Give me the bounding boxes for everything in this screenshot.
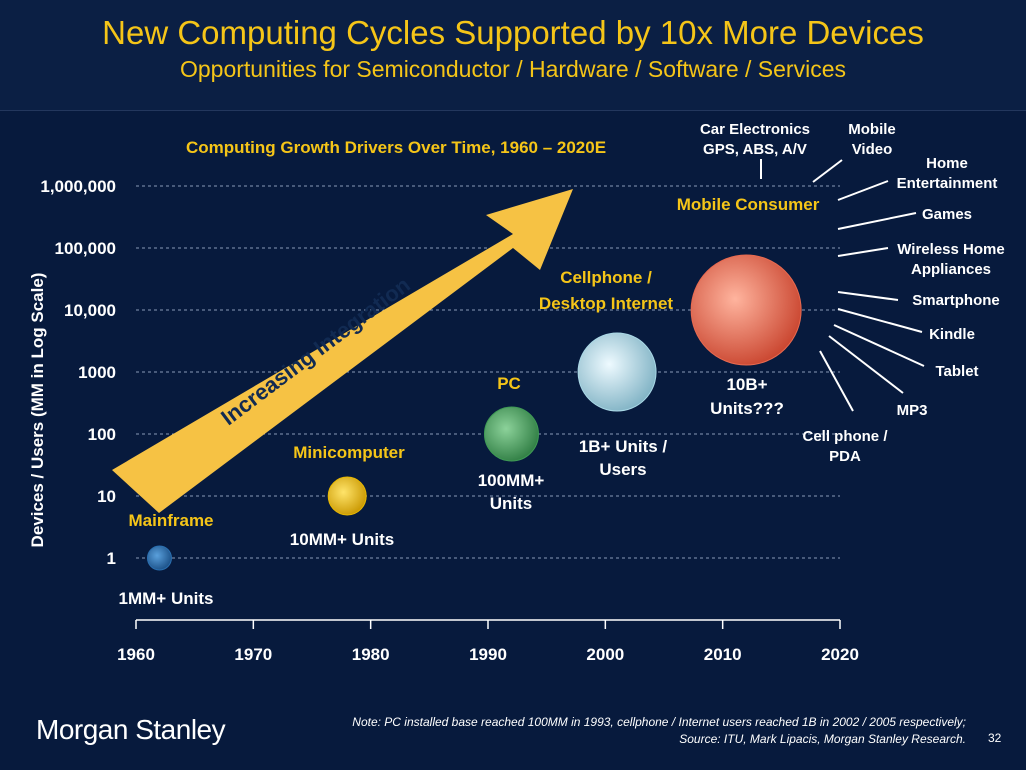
increasing-integration-arrow: Increasing Integration (112, 189, 573, 513)
device-car-line2: GPS, ABS, A/V (703, 141, 807, 158)
morgan-stanley-logo: Morgan Stanley (36, 714, 226, 745)
y-tick-label: 10 (97, 487, 116, 506)
device-tablet: Tablet (935, 363, 978, 380)
callout-line-cellpda (819, 350, 854, 412)
callout-line-video (812, 159, 843, 183)
bubble-minicomputer (327, 476, 367, 516)
units-pc-line2: Units (490, 494, 533, 513)
device-video-line2: Video (852, 141, 893, 158)
units-mainframe: 1MM+ Units (119, 589, 214, 608)
device-car-line1: Car Electronics (700, 121, 810, 138)
units-mobile-line2: Units??? (710, 399, 784, 418)
device-smartphone: Smartphone (912, 292, 1000, 309)
x-tick-label: 2000 (586, 645, 624, 664)
device-wireless-line2: Appliances (911, 261, 991, 278)
units-mini: 10MM+ Units (290, 530, 394, 549)
slide-subtitle: Opportunities for Semiconductor / Hardwa… (179, 56, 846, 82)
callout-line-wireless (837, 247, 889, 257)
device-wireless-line1: Wireless Home (897, 241, 1004, 258)
units-pc-line1: 100MM+ (478, 471, 545, 490)
device-home-line2: Entertainment (897, 175, 998, 192)
label-cellphone-line2: Desktop Internet (539, 294, 673, 313)
footer-note-line2: Source: ITU, Mark Lipacis, Morgan Stanle… (679, 732, 966, 746)
bubble-pc (483, 406, 539, 462)
page-number: 32 (988, 731, 1002, 745)
slide-title: New Computing Cycles Supported by 10x Mo… (102, 14, 924, 51)
device-kindle: Kindle (929, 326, 975, 343)
callout-lines (760, 159, 925, 412)
callout-line-smartphone (837, 291, 899, 301)
footer-note-line1: Note: PC installed base reached 100MM in… (352, 715, 966, 729)
x-axis-ticks: 1960 1970 1980 1990 2000 2010 2020 (117, 620, 859, 664)
callout-line-kindle (837, 308, 923, 333)
label-mainframe: Mainframe (128, 511, 213, 530)
arrow-shape (112, 189, 573, 513)
x-tick-label: 1970 (234, 645, 272, 664)
device-cellpda-line2: PDA (829, 448, 861, 465)
y-tick-label: 1,000,000 (40, 177, 116, 196)
device-games: Games (922, 206, 972, 223)
y-tick-label: 1000 (78, 363, 116, 382)
callout-line-mp3 (828, 335, 904, 394)
y-axis-label: Devices / Users (MM in Log Scale) (28, 273, 47, 548)
label-pc: PC (497, 374, 521, 393)
device-mp3: MP3 (897, 402, 928, 419)
y-tick-label: 10,000 (64, 301, 116, 320)
y-tick-label: 100,000 (55, 239, 116, 258)
bubble-mobile-consumer (690, 254, 802, 366)
chart-title: Computing Growth Drivers Over Time, 1960… (186, 138, 606, 157)
device-cellpda-line1: Cell phone / (802, 428, 888, 445)
x-tick-label: 1960 (117, 645, 155, 664)
bubble-mainframe (146, 545, 172, 571)
arrow-label: Increasing Integration (216, 272, 415, 430)
units-mobile-line1: 10B+ (726, 375, 767, 394)
x-tick-label: 1990 (469, 645, 507, 664)
units-cell-line2: Users (599, 460, 646, 479)
y-tick-label: 100 (88, 425, 116, 444)
label-cellphone-line1: Cellphone / (560, 268, 652, 287)
units-cell-line1: 1B+ Units / (579, 437, 668, 456)
footer-note: Note: PC installed base reached 100MM in… (266, 714, 966, 748)
bubbles (146, 254, 802, 571)
bubble-cellphone-desktop-internet (577, 332, 657, 412)
x-tick-label: 2020 (821, 645, 859, 664)
x-tick-label: 1980 (352, 645, 390, 664)
callout-line-home (837, 180, 889, 201)
y-axis-ticks: 1 10 100 1000 10,000 100,000 1,000,000 (40, 177, 116, 568)
y-tick-label: 1 (107, 549, 116, 568)
callout-line-games (837, 212, 917, 230)
x-tick-label: 2010 (704, 645, 742, 664)
gridlines (136, 185, 840, 559)
device-home-line1: Home (926, 155, 968, 172)
device-video-line1: Mobile (848, 121, 896, 138)
slide-header: New Computing Cycles Supported by 10x Mo… (0, 0, 1026, 111)
label-minicomputer: Minicomputer (293, 443, 405, 462)
label-mobile-consumer: Mobile Consumer (677, 195, 820, 214)
callout-line-tablet (833, 324, 925, 367)
